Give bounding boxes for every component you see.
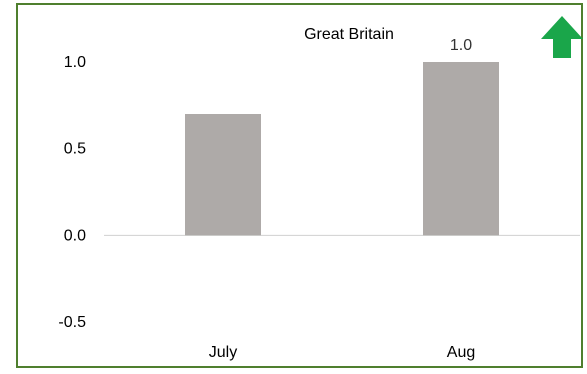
y-tick-label: -0.5 [58, 314, 86, 331]
x-tick-label: Aug [447, 344, 475, 361]
y-tick-label: 1.0 [64, 54, 86, 71]
y-axis-ticks: -0.5 0.0 0.5 1.0 [58, 54, 86, 331]
bars-group [185, 62, 499, 236]
data-label: 1.0 [450, 37, 472, 54]
y-tick-label: 0.0 [64, 227, 86, 244]
bar-aug [423, 62, 499, 236]
y-tick-label: 0.5 [64, 141, 86, 158]
x-tick-label: July [209, 344, 237, 361]
x-axis-labels: July Aug [209, 344, 475, 361]
up-arrow-icon [541, 16, 583, 58]
bar-july [185, 114, 261, 236]
data-labels-group: 1.0 [450, 37, 472, 54]
chart-title: Great Britain [304, 26, 394, 43]
